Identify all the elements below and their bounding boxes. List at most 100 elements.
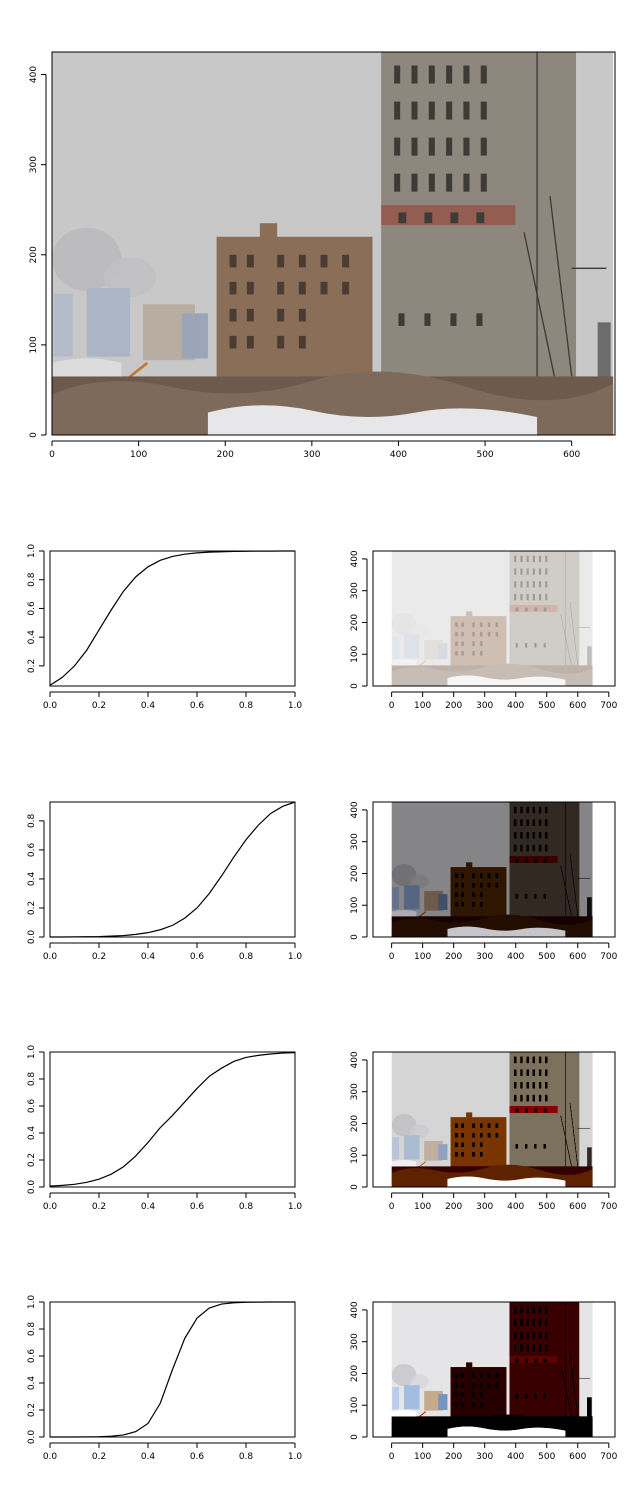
y-tick-label: 300 [29,156,39,173]
y-tick-label: 400 [29,66,39,83]
photo-1-panel: 0 100 200 300 400 500 600 700 0 100 200 300 400 [350,550,618,711]
photo-3-panel: 0 100 200 300 400 500 600 700 0 100 200 300 400 [350,1051,618,1212]
x-tick-label: 600 [569,952,586,962]
y-tick-label: 0.4 [27,872,37,887]
curve-2-x-axis: 0.0 0.2 0.4 0.6 0.8 1.0 [43,942,303,962]
curve-3-series-line [49,1052,296,1187]
x-tick-label: 200 [217,450,234,460]
y-tick-label: 100 [29,336,39,353]
x-tick-label: 0.8 [239,952,254,962]
photo-image [391,551,593,686]
photo-2-frame [372,801,616,938]
x-tick-label: 500 [538,952,555,962]
x-tick-label: 0 [389,1202,395,1212]
curve-4-panel: 0.0 0.2 0.4 0.6 0.8 1.0 0.0 0.2 0.4 0.6 0.8 1.0 [27,1295,302,1462]
photo-1-frame [372,550,616,687]
y-tick-label: 300 [350,582,360,599]
x-tick-label: 600 [569,1452,586,1462]
x-tick-label: 500 [476,450,493,460]
x-tick-label: 200 [445,701,462,711]
photo-1-y-axis: 0 100 200 300 400 [350,550,368,689]
x-tick-label: 300 [303,450,320,460]
main-photo-panel: 0 100 200 300 400 500 600 0 100 200 300 400 [29,51,616,460]
photo-1-x-axis: 0 100 200 300 400 500 600 700 [389,691,618,711]
curve-3-x-axis: 0.0 0.2 0.4 0.6 0.8 1.0 [43,1192,303,1212]
x-tick-label: 300 [476,952,493,962]
y-tick-label: 0 [350,934,360,940]
x-tick-label: 200 [445,1452,462,1462]
curve-4-x-axis: 0.0 0.2 0.4 0.6 0.8 1.0 [43,1442,303,1462]
y-tick-label: 0.0 [27,1430,37,1445]
x-tick-label: 200 [445,952,462,962]
y-tick-label: 0.8 [27,1072,37,1087]
y-tick-label: 0.2 [27,1153,37,1167]
x-tick-label: 0.6 [190,952,205,962]
photo-4-image [391,1302,593,1437]
y-tick-label: 0.6 [27,1349,37,1364]
x-tick-label: 1.0 [288,1452,303,1462]
photo-2-x-axis: 0 100 200 300 400 500 600 700 [389,942,618,962]
x-tick-label: 1.0 [288,952,303,962]
curve-1-y-axis: 0.2 0.4 0.6 0.8 1.0 [27,544,45,673]
x-tick-label: 0.4 [141,1202,156,1212]
x-tick-label: 0.6 [190,701,205,711]
x-tick-label: 400 [507,1202,524,1212]
x-tick-label: 700 [600,1202,617,1212]
y-tick-label: 0.2 [27,1403,37,1417]
x-tick-label: 0.2 [92,952,106,962]
x-tick-label: 700 [600,701,617,711]
x-tick-label: 0 [49,450,55,460]
y-tick-label: 200 [350,865,360,882]
y-tick-label: 0.2 [27,901,37,915]
y-tick-label: 0.6 [27,842,37,857]
curve-1-frame [49,550,296,687]
y-tick-label: 200 [350,1115,360,1132]
photo-2-image [391,802,593,937]
x-tick-label: 200 [445,1202,462,1212]
y-tick-label: 0 [350,1434,360,1440]
y-tick-label: 400 [350,1051,360,1068]
curve-3-y-axis: 0.0 0.2 0.4 0.6 0.8 1.0 [27,1045,45,1194]
x-tick-label: 100 [414,1452,431,1462]
curve-2-panel: 0.0 0.2 0.4 0.6 0.8 1.0 0.0 0.2 0.4 0.6 0.8 [27,801,303,962]
y-tick-label: 0 [29,432,39,438]
y-tick-label: 1.0 [27,1045,37,1060]
x-tick-label: 0.4 [141,952,156,962]
photo-3-frame [372,1051,616,1188]
y-tick-label: 0.8 [27,572,37,587]
main-photo-x-axis: 0 100 200 300 400 500 600 [49,440,581,460]
photo-image [391,1052,593,1187]
curve-4-series-line [50,1301,295,1438]
x-tick-label: 400 [507,952,524,962]
curve-2-frame [49,801,296,938]
main-photo-frame [51,51,616,436]
x-tick-label: 500 [538,1202,555,1212]
x-tick-label: 0.0 [43,1452,58,1462]
y-tick-label: 0.8 [27,1322,37,1337]
y-tick-label: 1.0 [27,1295,37,1310]
photo-4-x-axis: 0 100 200 300 400 500 600 700 [389,1442,618,1462]
y-tick-label: 300 [350,1333,360,1350]
y-tick-label: 1.0 [27,544,37,559]
x-tick-label: 0.6 [190,1202,205,1212]
x-tick-label: 1.0 [288,1202,303,1212]
y-tick-label: 100 [350,645,360,662]
y-tick-label: 0.6 [27,601,37,616]
curve-1-panel: 0.0 0.2 0.4 0.6 0.8 1.0 0.2 0.4 0.6 0.8 1.0 [27,544,302,711]
photo-4-y-axis: 0 100 200 300 400 [350,1301,368,1440]
x-tick-label: 100 [414,1202,431,1212]
y-tick-label: 100 [350,1396,360,1413]
y-tick-label: 0.2 [27,659,37,673]
main-photo-y-axis: 0 100 200 300 400 [29,66,47,438]
main-photo-image [52,52,614,435]
y-tick-label: 400 [350,1301,360,1318]
x-tick-label: 600 [569,701,586,711]
photo-image [391,802,593,937]
y-tick-label: 100 [350,1146,360,1163]
photo-4-panel: 0 100 200 300 400 500 600 700 0 100 200 300 400 [350,1301,618,1462]
x-tick-label: 300 [476,1202,493,1212]
y-tick-label: 0.4 [27,630,37,645]
y-tick-label: 400 [350,550,360,567]
x-tick-label: 300 [476,701,493,711]
